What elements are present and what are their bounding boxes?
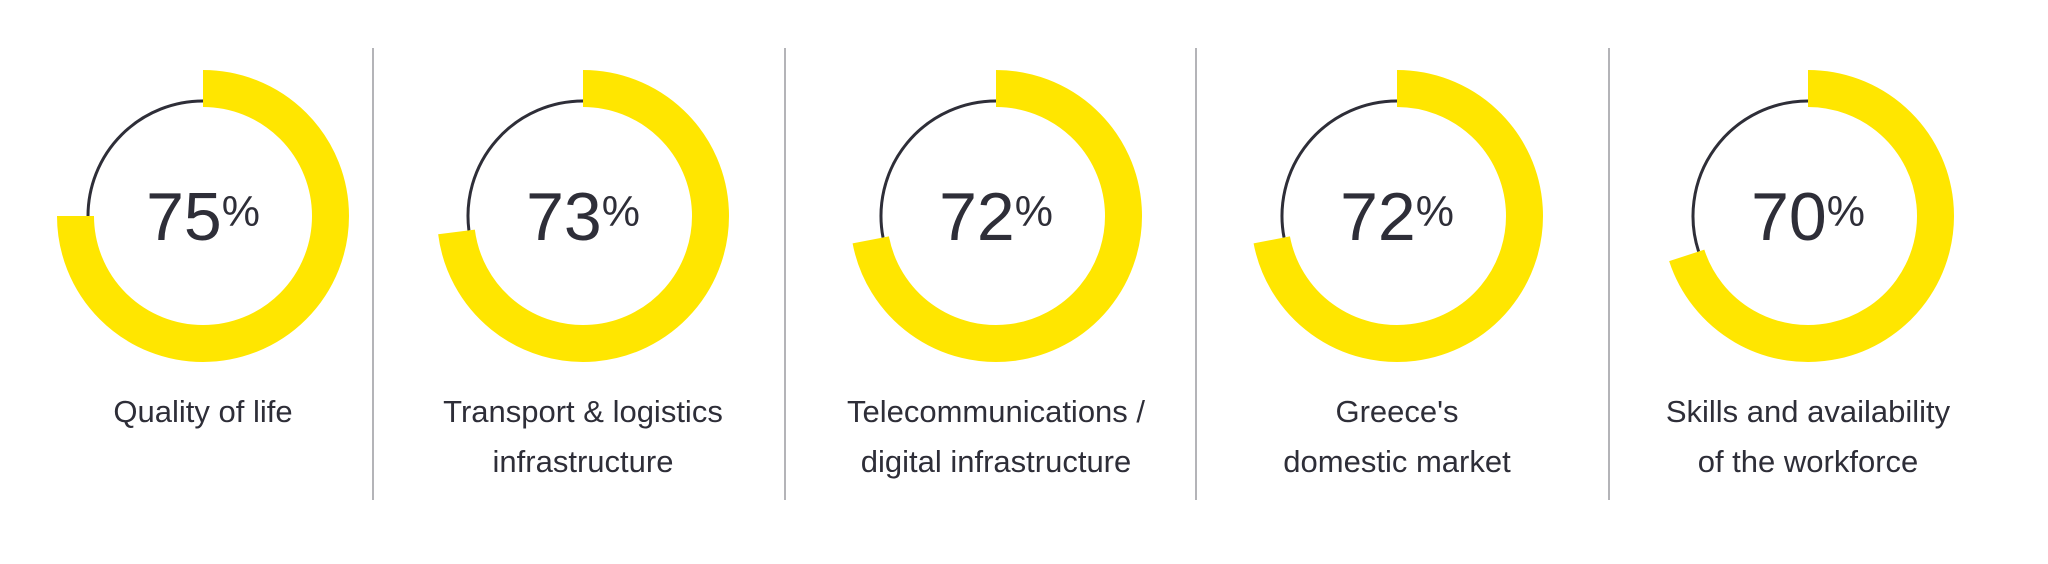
donut-category-label: Transport & logistics <box>443 394 723 429</box>
value-percent-sign: % <box>1827 188 1865 236</box>
donut-remainder-arc <box>879 99 997 238</box>
donut-remainder-arc <box>466 99 584 231</box>
donut-value-label: 72% <box>1340 179 1454 255</box>
donut-panel: 72% Greece's domestic market <box>1253 70 1543 479</box>
value-number: 72 <box>939 179 1015 255</box>
donut-value-arc <box>852 70 1142 362</box>
donut-value-label: 70% <box>1751 179 1865 255</box>
donut-remainder-arc <box>1691 99 1809 252</box>
donut-panel: 75% Quality of life <box>57 70 349 429</box>
value-number: 75 <box>146 179 222 255</box>
value-percent-sign: % <box>1015 188 1053 236</box>
donut-remainder-arc <box>86 99 204 217</box>
value-number: 72 <box>1340 179 1416 255</box>
donut-remainder-arc <box>1280 99 1398 238</box>
donut-category-label: Telecommunications / <box>847 394 1145 429</box>
donut-category-label: digital infrastructure <box>861 444 1132 479</box>
donut-category-label: Skills and availability <box>1666 394 1951 429</box>
donut-panel: 72% Telecommunications / digital infrastru… <box>847 70 1145 479</box>
donut-category-label: domestic market <box>1283 444 1511 479</box>
value-percent-sign: % <box>222 188 260 236</box>
value-number: 73 <box>526 179 602 255</box>
donut-value-label: 72% <box>939 179 1053 255</box>
donut-value-label: 73% <box>526 179 640 255</box>
donut-category-label: infrastructure <box>493 444 674 479</box>
value-percent-sign: % <box>1416 188 1454 236</box>
value-percent-sign: % <box>602 188 640 236</box>
value-number: 70 <box>1751 179 1827 255</box>
donut-value-label: 75% <box>146 179 260 255</box>
donut-panel: 73% Transport & logistics infrastructure <box>438 70 729 479</box>
dividers <box>372 48 1610 500</box>
donut-category-label: of the workforce <box>1698 444 1919 479</box>
donut-panel: 70% Skills and availability of the workfor… <box>1666 70 1954 479</box>
donut-category-label: Quality of life <box>113 394 292 429</box>
donut-value-arc <box>1253 70 1543 362</box>
donut-value-arc <box>438 70 729 362</box>
donut-panels: 75% Quality of life 73% Transport & logisti… <box>57 70 1954 479</box>
donut-value-arc <box>1669 70 1954 362</box>
donut-category-label: Greece's <box>1335 394 1458 429</box>
donut-value-arc <box>57 70 349 362</box>
